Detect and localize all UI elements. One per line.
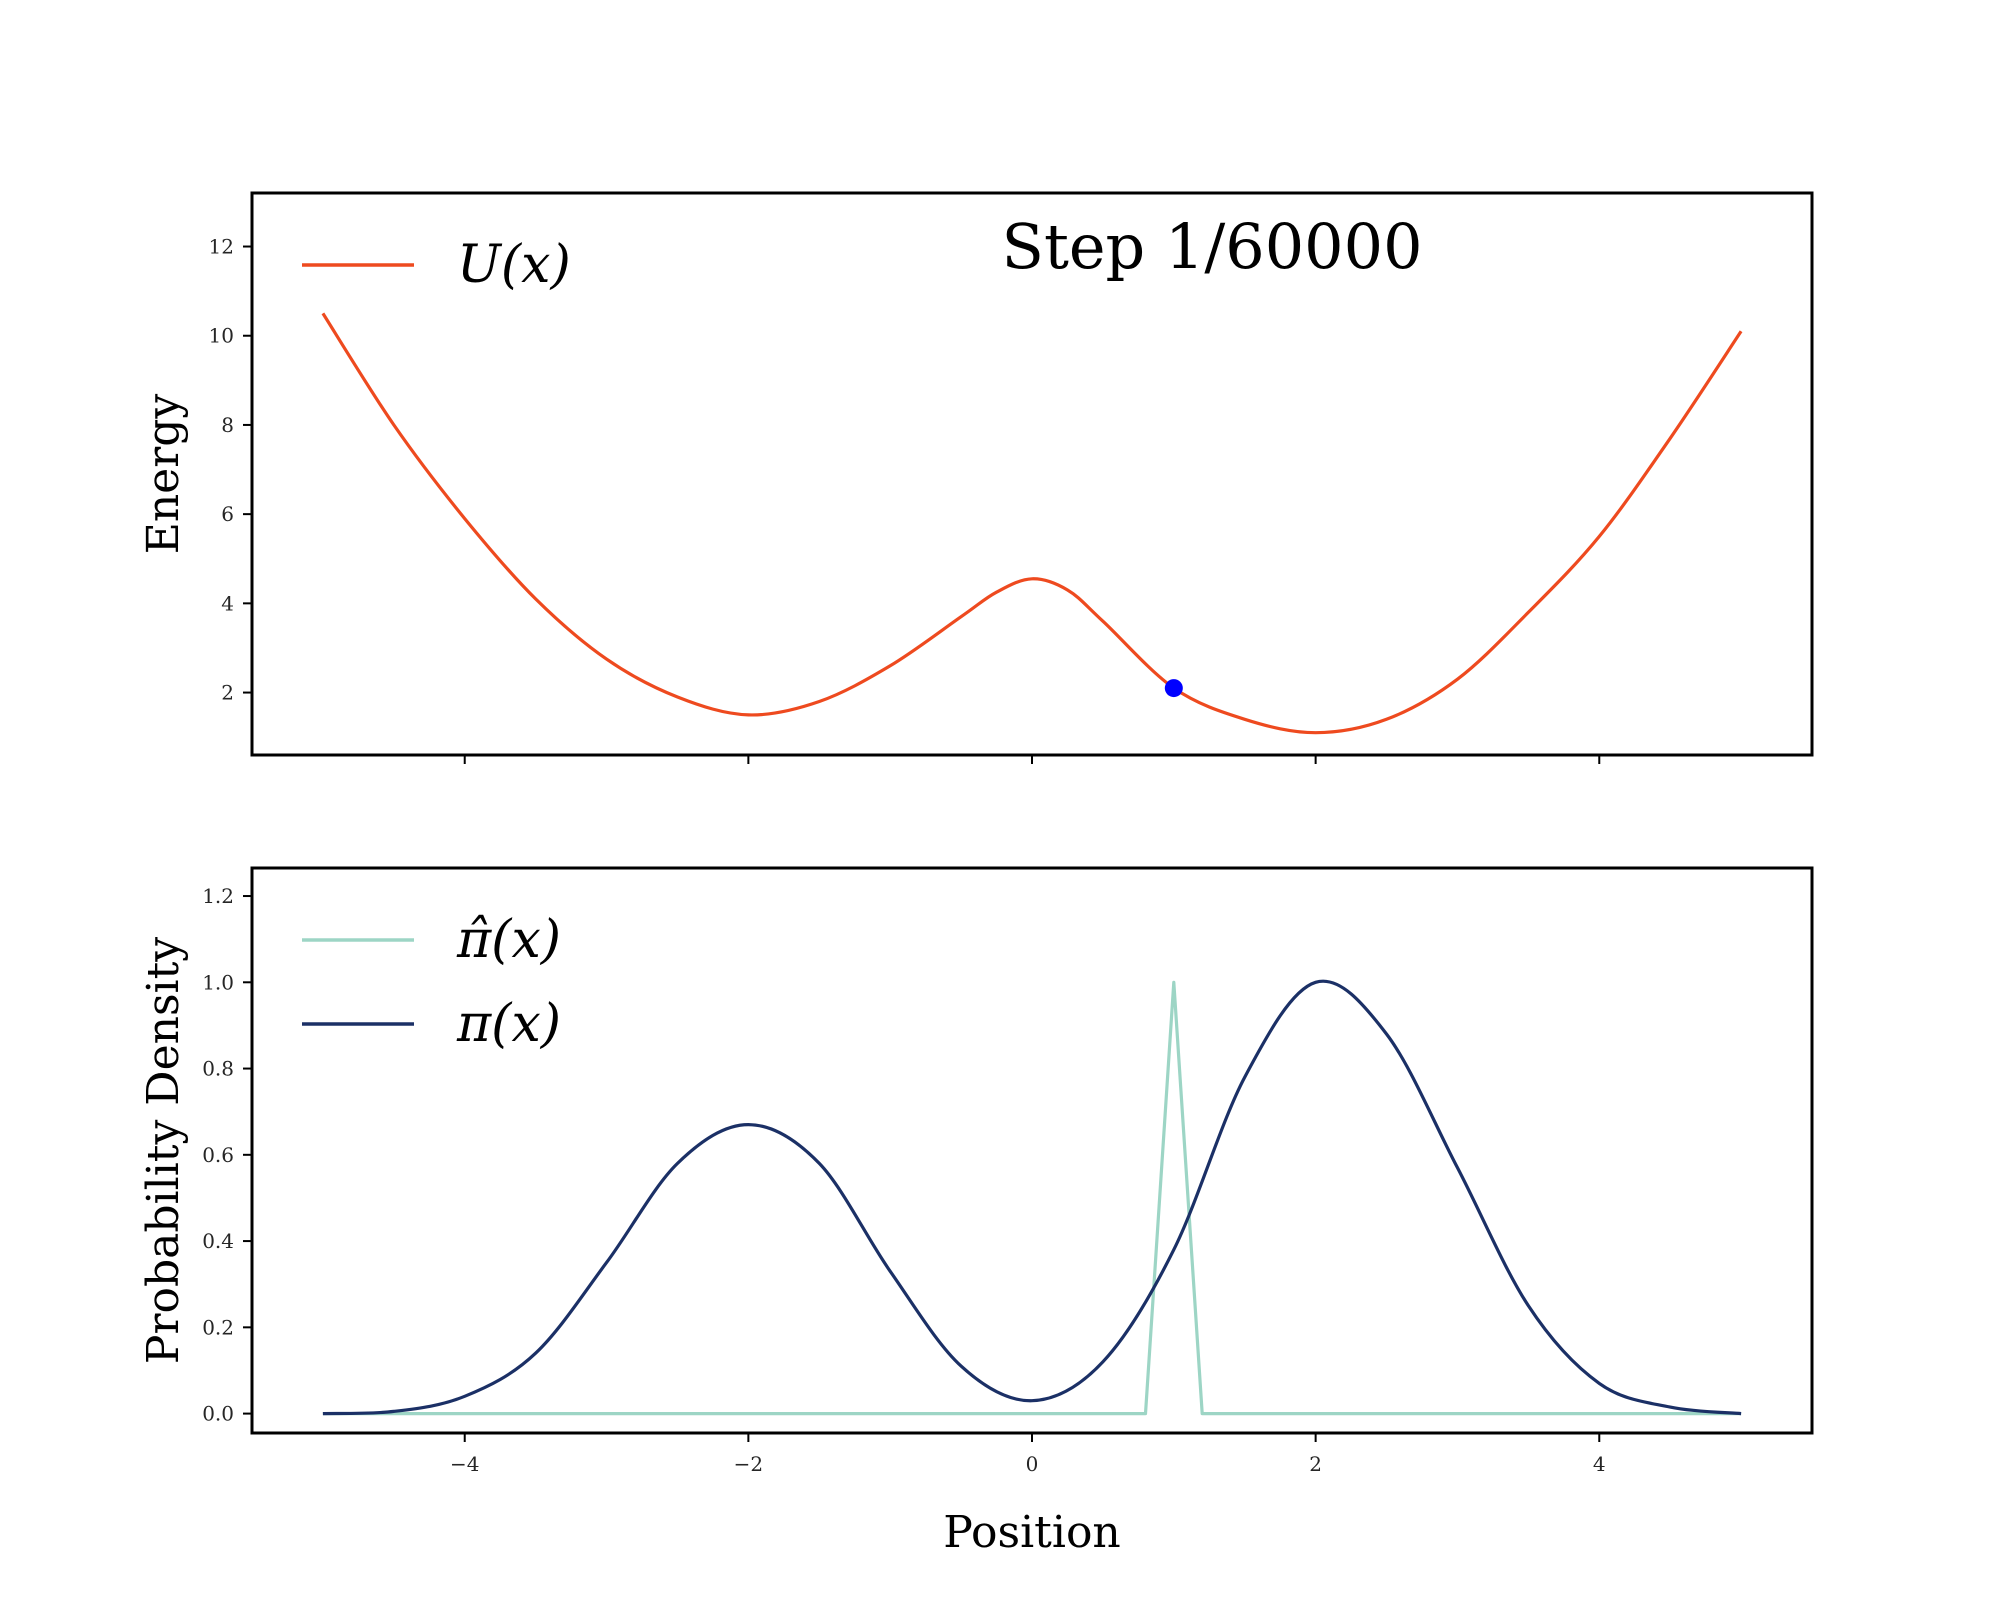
position-marker — [1164, 679, 1183, 698]
y-tick-label: 0.8 — [202, 1057, 234, 1081]
panel-energy: 2 4 6 8 10 12 Energy U(x) Step 1/60000 — [138, 191, 1814, 764]
x-tick-label: −2 — [734, 1452, 763, 1476]
y-tick-label: 0.4 — [202, 1229, 234, 1253]
y-tick-label: 6 — [221, 502, 234, 526]
x-tick-label: 4 — [1593, 1452, 1606, 1476]
legend-label-0: U(x) — [457, 235, 571, 295]
panel-density: −4 −2 0 2 4 0.0 0.2 0.4 0.6 0.8 1.0 1.2 Probability … — [138, 866, 1814, 1558]
x-axis-title: Position — [943, 1507, 1121, 1558]
plot-area — [321, 312, 1743, 735]
x-tick-label: −4 — [450, 1452, 479, 1476]
y-tick-label: 0.2 — [202, 1315, 234, 1339]
y-axis-title: Probability Density — [138, 937, 189, 1364]
y-tick-label: 10 — [209, 324, 234, 348]
y-tick-label: 4 — [221, 591, 234, 615]
y-tick-label: 0.0 — [202, 1402, 234, 1426]
series-line-0 — [322, 980, 1742, 1416]
y-axis-title: Energy — [138, 394, 189, 555]
y-tick-label: 0.6 — [202, 1143, 234, 1167]
y-tick-label: 1.2 — [202, 884, 234, 908]
step-annotation: Step 1/60000 — [1001, 210, 1422, 283]
x-tick-label: 2 — [1309, 1452, 1322, 1476]
legend-label-0: π̂(x) — [456, 910, 561, 970]
y-tick-label: 2 — [221, 681, 234, 705]
y-tick-label: 8 — [221, 413, 234, 437]
series-line-0 — [321, 312, 1743, 735]
y-tick-label: 1.0 — [202, 970, 234, 994]
series-line-1 — [322, 979, 1742, 1416]
x-tick-label: 0 — [1026, 1452, 1039, 1476]
y-tick-label: 12 — [209, 235, 234, 259]
plot-area — [322, 979, 1742, 1416]
legend-label-1: π(x) — [456, 994, 561, 1054]
